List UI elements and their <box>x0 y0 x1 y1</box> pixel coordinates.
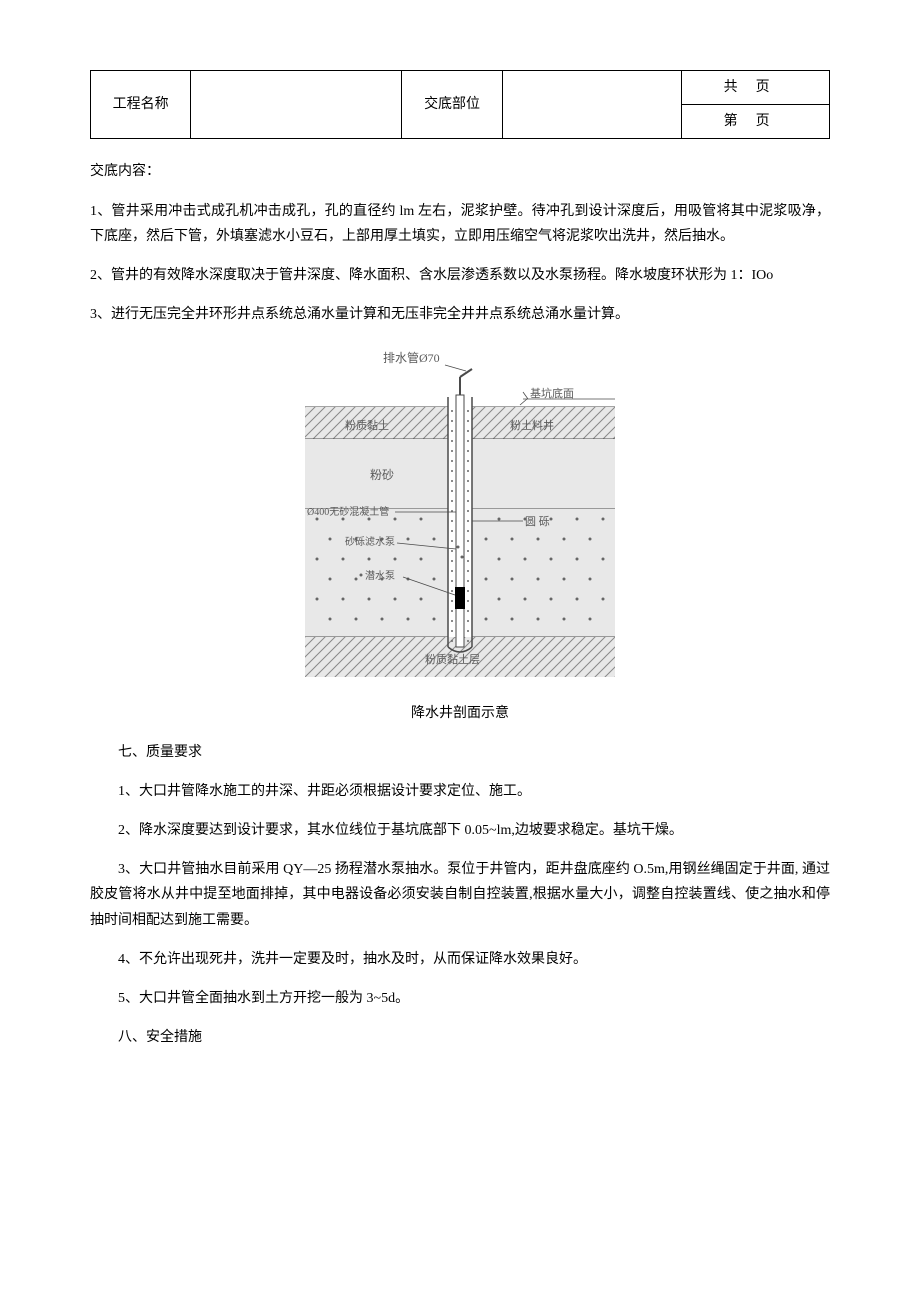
page-num-left: 第 <box>724 114 756 129</box>
diagram-container: 排水管Ø70 基坑底面粉质黏土 粉土料井粉砂 Ø400无砂混凝土管圆 砾砂砾滤水泵潜水… <box>90 347 830 696</box>
content-title: 交底内容： <box>90 159 830 184</box>
page-num-cell: 第页 <box>682 105 830 139</box>
svg-text:潜水泵: 潜水泵 <box>365 569 395 582</box>
svg-text:Ø400无砂混凝土管: Ø400无砂混凝土管 <box>307 505 389 518</box>
svg-text:粉质黏土: 粉质黏土 <box>345 418 389 432</box>
project-label-cell: 工程名称 <box>91 71 191 139</box>
svg-text:砂砾滤水泵: 砂砾滤水泵 <box>345 535 395 548</box>
svg-text:排水管Ø70: 排水管Ø70 <box>383 350 440 365</box>
section-7-p2: 2、降水深度要达到设计要求，其水位线位于基坑底部下 0.05~lm,边坡要求稳定… <box>90 818 830 843</box>
section-7-p1: 1、大口井管降水施工的井深、井距必须根据设计要求定位、施工。 <box>90 779 830 804</box>
diagram-caption: 降水井剖面示意 <box>90 701 830 726</box>
page-total-left: 共 <box>724 80 756 95</box>
paragraph-1: 1、管井采用冲击式成孔机冲击成孔，孔的直径约 lm 左右，泥浆护壁。待冲孔到设计… <box>90 199 830 249</box>
well-section-diagram: 排水管Ø70 基坑底面粉质黏土 粉土料井粉砂 Ø400无砂混凝土管圆 砾砂砾滤水泵潜水… <box>305 347 615 687</box>
svg-text:基坑底面: 基坑底面 <box>530 386 574 400</box>
section-7-p5: 5、大口井管全面抽水到土方开挖一般为 3~5d。 <box>90 986 830 1011</box>
page-total-right: 页 <box>756 80 788 95</box>
page-total-cell: 共页 <box>682 71 830 105</box>
section-8-title: 八、安全措施 <box>90 1025 830 1050</box>
paragraph-2: 2、管井的有效降水深度取决于管井深度、降水面积、含水层渗透系数以及水泵扬程。降水… <box>90 263 830 288</box>
section-7-p3: 3、大口井管抽水目前采用 QY—25 扬程潜水泵抽水。泵位于井管内，距井盘底座约… <box>90 857 830 933</box>
project-name-cell <box>191 71 402 139</box>
svg-text:圆 砾: 圆 砾 <box>525 515 550 528</box>
section-name-cell <box>502 71 681 139</box>
svg-text:粉砂: 粉砂 <box>370 468 394 482</box>
section-7-p4: 4、不允许出现死井，洗井一定要及时，抽水及时，从而保证降水效果良好。 <box>90 947 830 972</box>
paragraph-3: 3、进行无压完全井环形井点系统总涌水量计算和无压非完全井井点系统总涌水量计算。 <box>90 302 830 327</box>
svg-text:粉土料井: 粉土料井 <box>510 418 554 432</box>
section-7-title: 七、质量要求 <box>90 740 830 765</box>
svg-text:粉质黏土层: 粉质黏土层 <box>425 652 480 666</box>
section-label-cell: 交底部位 <box>402 71 502 139</box>
header-table: 工程名称 交底部位 共页 第页 <box>90 70 830 139</box>
page-num-right: 页 <box>756 114 788 129</box>
